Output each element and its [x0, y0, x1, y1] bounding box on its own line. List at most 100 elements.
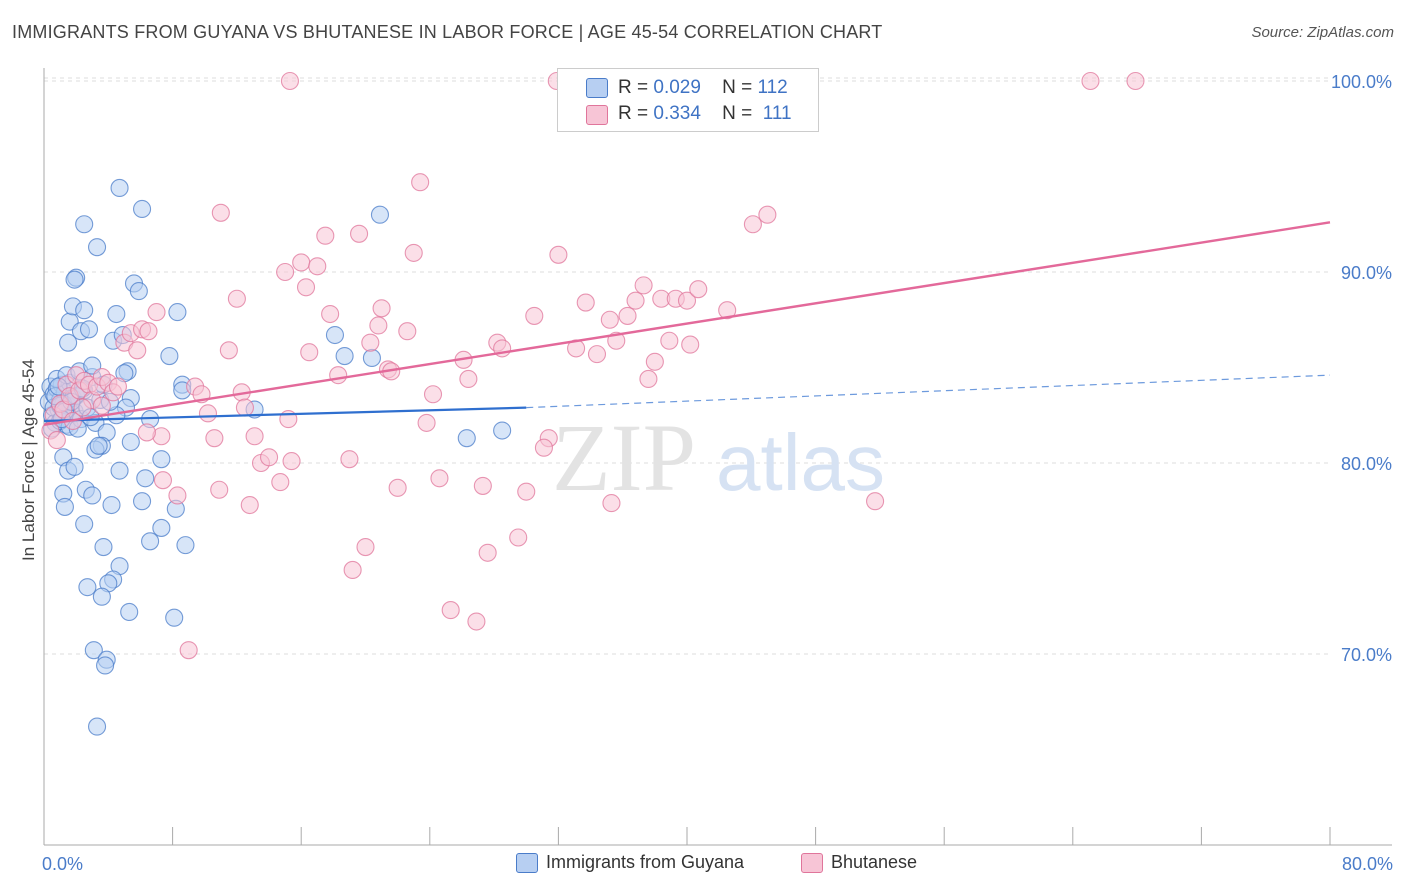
y-tick-label: 90.0% [1341, 263, 1392, 283]
point-guyana [87, 717, 107, 736]
point-bhutanese [467, 612, 486, 631]
point-guyana [120, 602, 139, 622]
point-bhutanese [626, 291, 645, 310]
point-guyana [133, 199, 152, 219]
point-guyana [79, 320, 99, 339]
point-bhutanese [139, 322, 158, 341]
point-bhutanese [329, 366, 348, 385]
point-bhutanese [210, 480, 229, 499]
chart-title: IMMIGRANTS FROM GUYANA VS BHUTANESE IN L… [12, 22, 883, 42]
point-guyana [152, 450, 171, 469]
point-bhutanese [758, 205, 777, 224]
point-bhutanese [639, 369, 658, 389]
watermark-atlas: atlas [716, 418, 885, 507]
point-bhutanese [350, 224, 369, 243]
point-bhutanese [441, 601, 460, 620]
x-tick-label-end: 80.0% [1342, 854, 1393, 874]
legend-n-label: N = [722, 103, 753, 124]
y-tick-label: 80.0% [1341, 454, 1392, 474]
point-bhutanese [292, 253, 311, 272]
point-bhutanese [308, 257, 327, 276]
point-bhutanese [372, 299, 391, 318]
legend-swatch-pink [586, 105, 608, 125]
data-points [39, 71, 1145, 736]
point-bhutanese [459, 369, 478, 389]
point-guyana [65, 457, 84, 476]
watermark-zip: ZIP [552, 404, 696, 511]
point-bhutanese [587, 345, 607, 364]
point-bhutanese [645, 352, 664, 371]
point-bhutanese [179, 641, 198, 660]
point-bhutanese [618, 306, 637, 325]
point-bhutanese [509, 528, 528, 547]
y-tick-label: 100.0% [1331, 72, 1392, 92]
point-bhutanese [430, 469, 449, 488]
point-bhutanese [259, 448, 279, 467]
trend-line-guyana-extension [526, 374, 1331, 409]
bottom-legend-label: Immigrants from Guyana [546, 852, 745, 872]
point-guyana [335, 346, 354, 366]
point-bhutanese [245, 427, 264, 446]
point-bhutanese [340, 450, 359, 469]
tick-labels: 70.0% 80.0% 90.0% 100.0% 0.0% 80.0% [42, 72, 1393, 874]
point-guyana [94, 537, 113, 557]
point-bhutanese [343, 560, 362, 580]
point-bhutanese [602, 494, 621, 513]
point-guyana [75, 301, 94, 320]
point-bhutanese [168, 486, 187, 505]
point-bhutanese [211, 203, 230, 222]
point-guyana [121, 432, 140, 452]
point-guyana [65, 270, 84, 289]
legend-n-value: 111 [762, 103, 792, 124]
trend-line-guyana [43, 406, 527, 423]
point-bhutanese [205, 429, 224, 448]
point-bhutanese [108, 377, 127, 396]
stats-legend: R = 0.029 N = 112 R = 0.334 N = 111 [557, 68, 819, 132]
point-bhutanese [866, 492, 885, 511]
legend-r-label: R = [618, 103, 649, 124]
point-guyana [136, 469, 155, 488]
point-guyana [96, 656, 115, 675]
point-bhutanese [276, 262, 295, 282]
point-bhutanese [576, 293, 595, 312]
point-bhutanese [404, 243, 423, 262]
point-bhutanese [219, 341, 238, 360]
trend-lines [43, 221, 1331, 426]
legend-row-2: R = 0.334 N = 111 [618, 103, 792, 125]
point-guyana [78, 578, 97, 597]
point-guyana [83, 486, 102, 505]
trend-line-bhutanese [43, 221, 1331, 426]
point-bhutanese [634, 276, 653, 295]
y-axis-title: In Labor Force | Age 45-54 [19, 359, 38, 561]
legend-r-value: 0.334 [653, 103, 701, 124]
point-guyana [89, 436, 108, 455]
watermark: ZIP atlas [552, 404, 885, 511]
point-bhutanese [525, 306, 544, 325]
point-bhutanese [300, 343, 319, 362]
point-bhutanese [1081, 71, 1100, 91]
point-bhutanese [549, 245, 568, 264]
bottom-legend-swatch-pink [801, 853, 823, 873]
bottom-legend-label: Bhutanese [831, 852, 918, 872]
point-guyana [370, 205, 390, 224]
point-guyana [110, 461, 129, 480]
point-bhutanese [369, 316, 388, 335]
point-bhutanese [296, 278, 316, 297]
point-bhutanese [73, 398, 92, 417]
point-bhutanese [743, 215, 762, 234]
point-bhutanese [1126, 71, 1145, 91]
legend-n-label: N = [722, 77, 753, 98]
point-guyana [493, 421, 512, 440]
point-guyana [75, 215, 94, 234]
point-bhutanese [677, 291, 697, 310]
point-bhutanese [235, 398, 254, 417]
legend-n-value: 112 [757, 77, 788, 98]
y-tick-label: 70.0% [1341, 645, 1392, 665]
point-bhutanese [227, 289, 246, 308]
point-bhutanese [517, 482, 536, 501]
point-bhutanese [137, 423, 156, 442]
point-guyana [92, 587, 111, 606]
point-guyana [107, 304, 126, 324]
point-guyana [176, 536, 195, 555]
